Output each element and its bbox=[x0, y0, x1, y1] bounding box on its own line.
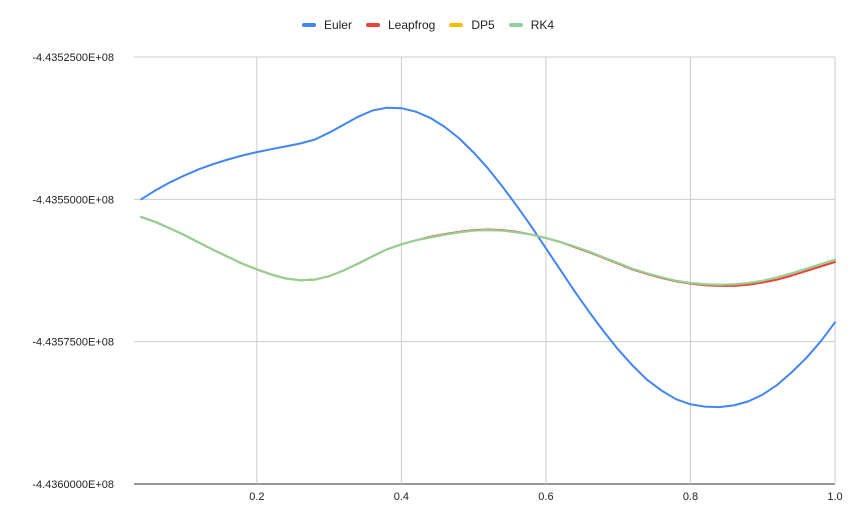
legend-label-euler: Euler bbox=[323, 18, 352, 32]
y-tick-label: -4.4355000E+08 bbox=[32, 194, 114, 206]
series-line-rk4 bbox=[140, 216, 836, 286]
legend-item-leapfrog[interactable]: Leapfrog bbox=[365, 18, 436, 32]
y-axis-ticks: -4.4352500E+08 -4.4355000E+08 -4.4357500E+… bbox=[32, 52, 114, 491]
legend-swatch-euler bbox=[301, 23, 316, 27]
x-tick-label: 0.2 bbox=[249, 491, 264, 503]
legend-label-dp5: DP5 bbox=[471, 18, 495, 32]
y-tick-label: -4.4357500E+08 bbox=[32, 337, 114, 349]
y-tick-label: -4.4360000E+08 bbox=[32, 479, 114, 491]
legend-label-leapfrog: Leapfrog bbox=[387, 18, 436, 32]
y-tick-label: -4.4352500E+08 bbox=[32, 52, 114, 64]
series-lines bbox=[140, 106, 836, 409]
x-tick-label: 1.0 bbox=[827, 491, 842, 503]
series-line-dp5 bbox=[140, 216, 836, 286]
x-axis-ticks: 0.2 0.4 0.6 0.8 1.0 bbox=[249, 491, 842, 503]
legend-swatch-leapfrog bbox=[365, 23, 380, 27]
x-tick-label: 0.4 bbox=[394, 491, 409, 503]
legend-swatch-dp5 bbox=[449, 23, 464, 27]
legend-swatch-rk4 bbox=[508, 23, 523, 27]
grid-lines bbox=[134, 56, 836, 485]
legend-item-rk4[interactable]: RK4 bbox=[508, 18, 555, 32]
legend-label-rk4: RK4 bbox=[530, 18, 555, 32]
x-tick-label: 0.8 bbox=[683, 491, 698, 503]
series-line-euler bbox=[140, 106, 836, 409]
chart-legend: Euler Leapfrog DP5 RK4 bbox=[0, 18, 856, 32]
series-line-leapfrog bbox=[140, 216, 836, 287]
legend-item-dp5[interactable]: DP5 bbox=[449, 18, 495, 32]
legend-item-euler[interactable]: Euler bbox=[301, 18, 352, 32]
x-tick-label: 0.6 bbox=[538, 491, 553, 503]
